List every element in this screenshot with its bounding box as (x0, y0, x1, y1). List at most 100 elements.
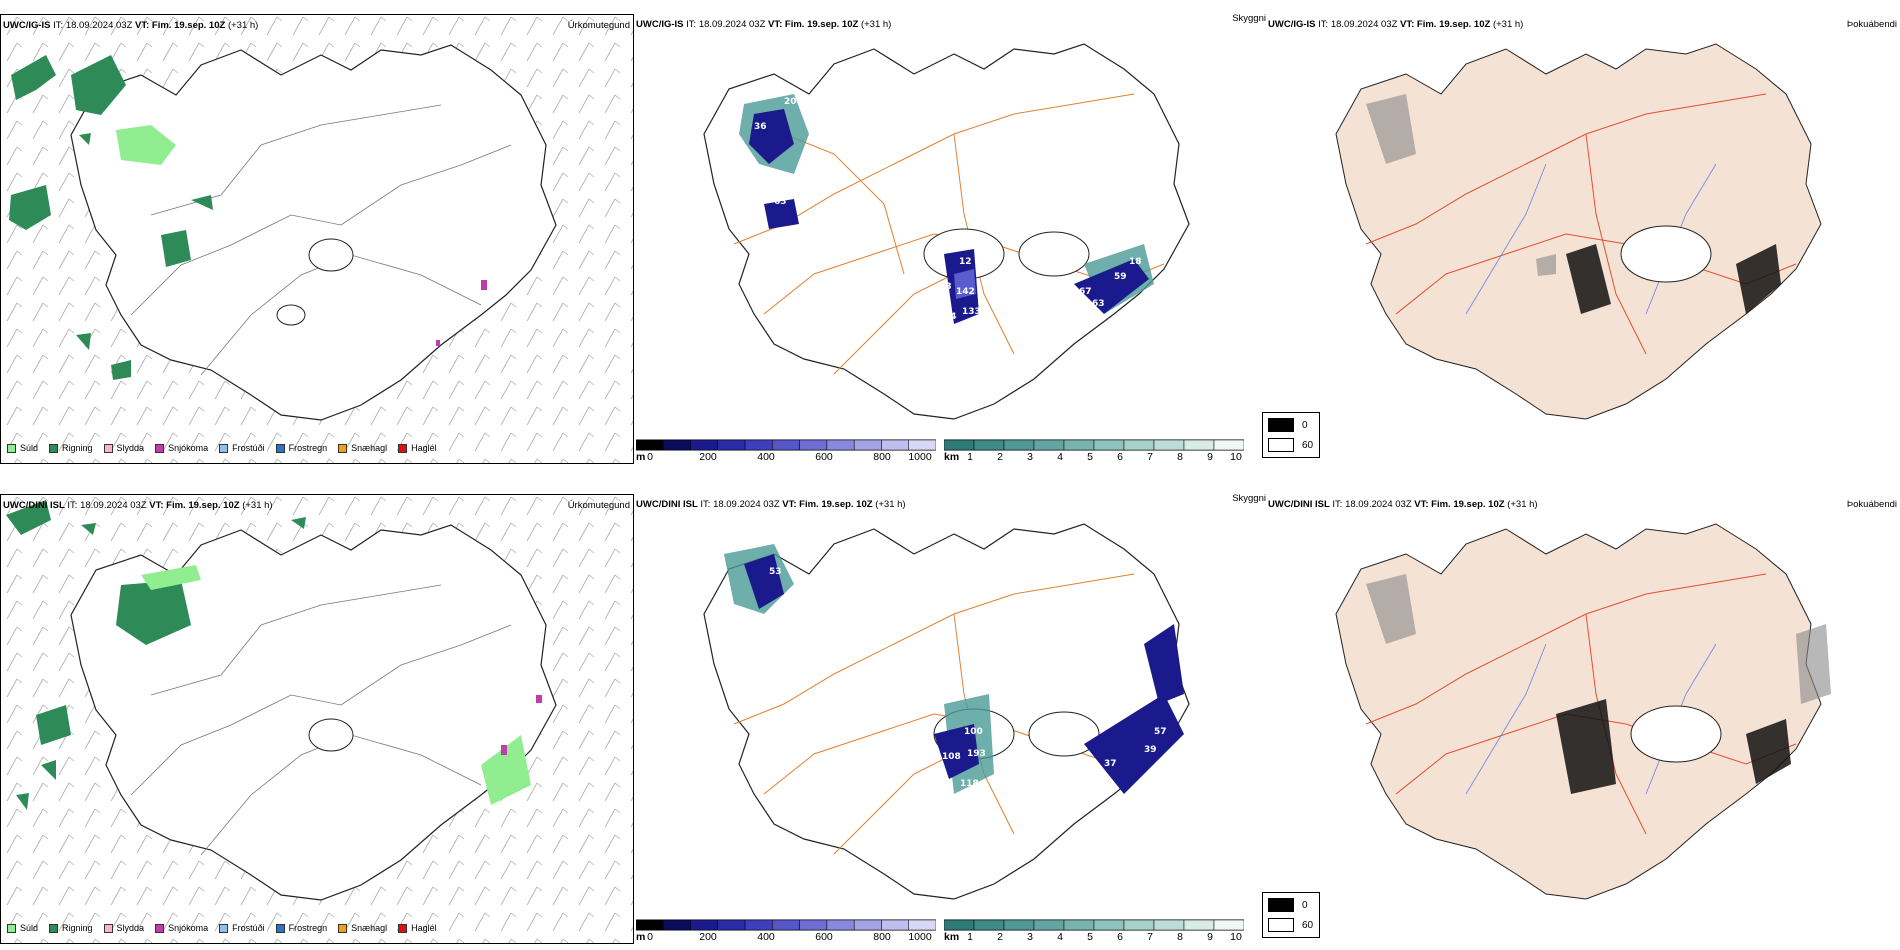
legend-item: Frostúði (219, 923, 265, 933)
colorbar-segment (744, 919, 773, 931)
colorbar-tick: 400 (757, 931, 775, 943)
it-value: 18.09.2024 03Z (713, 499, 780, 510)
legend-swatch (7, 443, 16, 453)
precip-map-row1 (1, 15, 633, 463)
colorbar-tick: 10 (1230, 931, 1242, 943)
visibility-value: 13 (784, 252, 797, 262)
colorbar-segment (1153, 439, 1185, 451)
fog-panel-row1: UWC/IG-IS IT: 18.09.2024 03Z VT: Fim. 19… (1262, 14, 1900, 464)
colorbar-tick: 600 (815, 931, 833, 943)
visibility-value: 57 (1154, 727, 1167, 737)
legend-item: Snjókoma (155, 923, 208, 933)
colorbar-segment (1123, 919, 1155, 931)
colorbar-segment (1063, 439, 1095, 451)
lead-time: (+31 h) (1507, 499, 1538, 510)
colorbar-tick: 7 (1147, 931, 1153, 943)
legend-item: Slydda (103, 443, 145, 453)
legend-item: Frostregn (275, 443, 327, 453)
colorbar-segment (944, 439, 975, 451)
colorbar-segment (1213, 439, 1244, 451)
visibility-value: 63 (774, 197, 787, 207)
legend-swatch (338, 443, 348, 453)
colorbar-tick: 6 (1117, 451, 1123, 463)
panel-header: UWC/IG-IS IT: 18.09.2024 03Z VT: Fim. 19… (1268, 19, 1523, 30)
panel-header: UWC/DINI ISL IT: 18.09.2024 03Z VT: Fim.… (636, 499, 906, 510)
visibility-colorbar-m: m 0 200 400 600 800 1000 (636, 439, 936, 463)
colorbar-tick: 2 (997, 451, 1003, 463)
colorbar-segment (826, 439, 855, 451)
visibility-value: 67 (1079, 287, 1092, 297)
vt-value: Fim. 19.sep. 10Z (166, 500, 240, 511)
precip-panel-row2: UWC/DINI ISL IT: 18.09.2024 03Z VT: Fim.… (0, 494, 634, 944)
visibility-value: 100 (964, 727, 983, 737)
colorbar-segment (663, 439, 691, 451)
colorbar-tick: 3 (1027, 931, 1033, 943)
model-name: UWC/DINI ISL (3, 500, 65, 511)
colorbar-segment (1183, 439, 1215, 451)
vt-label: VT: (1414, 499, 1429, 510)
legend-item: Rigning (49, 443, 93, 453)
colorbar-unit: km (944, 451, 960, 463)
it-value: 18.09.2024 03Z (698, 19, 766, 30)
legend-swatch (155, 443, 165, 453)
colorbar-unit: m (636, 931, 646, 943)
it-label: IT: (53, 20, 64, 31)
colorbar-tick: 1000 (908, 931, 932, 943)
colorbar-tick: 600 (815, 451, 833, 463)
legend-swatch (219, 443, 229, 453)
colorbar-gradient-km (944, 919, 1244, 931)
legend-label: Haglél (411, 923, 437, 933)
legend-label: Slydda (116, 443, 145, 453)
colorbar-segment (690, 919, 719, 931)
colorbar-segment (717, 439, 746, 451)
model-name: UWC/IG-IS (1268, 19, 1316, 30)
it-label: IT: (686, 19, 697, 30)
colorbar-tick: 200 (699, 451, 717, 463)
it-value: 18.09.2024 03Z (1345, 499, 1412, 510)
visibility-value: 71 (774, 617, 787, 627)
legend-label: Snæhagl (351, 923, 388, 933)
lead-time: (+31 h) (227, 20, 259, 31)
colorbar-segment (1093, 439, 1125, 451)
legend-label: Snjókoma (168, 443, 209, 453)
legend-swatch (103, 923, 113, 933)
legend-swatch (398, 923, 408, 933)
legend-label: Súld (20, 443, 39, 453)
lead-time: (+31 h) (242, 500, 273, 511)
it-value: 18.09.2024 03Z (80, 500, 147, 511)
colorbar-tick: 0 (647, 931, 653, 943)
precip-panel-row1: UWC/IG-IS IT: 18.09.2024 03Z VT: Fim. 19… (0, 14, 634, 464)
legend-label: Frostúði (232, 923, 265, 933)
colorbar-segment (772, 439, 800, 451)
visibility-value: 54 (944, 312, 957, 322)
precip-legend: Súld Rigning Slydda Snjókoma Frostúði Fr… (7, 443, 448, 453)
panel-type-title: Þokuábendi (1846, 19, 1897, 30)
colorbar-tick: 2 (997, 931, 1003, 943)
legend-swatch (7, 923, 16, 933)
colorbar-tick: 4 (1057, 451, 1063, 463)
visibility-value: 18 (939, 282, 952, 292)
colorbar-segment (636, 919, 664, 931)
model-name: UWC/IG-IS (3, 20, 51, 31)
legend-item: Snjókoma (155, 443, 208, 453)
colorbar-segment (799, 919, 828, 931)
visibility-value: 65 (802, 227, 815, 237)
fog-legend-row: 0 (1268, 898, 1308, 912)
colorbar-segment (1003, 439, 1035, 451)
panel-header: UWC/DINI ISL IT: 18.09.2024 03Z VT: Fim.… (3, 500, 273, 511)
visibility-value: 19 (949, 327, 962, 337)
colorbar-unit: m (636, 451, 646, 463)
colorbar-tick: 8 (1177, 451, 1183, 463)
legend-swatch (103, 443, 113, 453)
panel-header: UWC/DINI ISL IT: 18.09.2024 03Z VT: Fim.… (1268, 499, 1538, 510)
colorbar-tick: 1000 (908, 451, 932, 463)
lead-time: (+31 h) (875, 499, 906, 510)
legend-item: Haglél (398, 443, 437, 453)
panel-type-title: Úrkomutegund (567, 500, 630, 511)
colorbar-segment (826, 919, 855, 931)
panel-type-title: Skyggni (1232, 13, 1266, 24)
colorbar-tick: 7 (1147, 451, 1153, 463)
colorbar-tick: 800 (873, 451, 891, 463)
vt-label: VT: (782, 499, 797, 510)
fog-legend-swatch (1268, 898, 1294, 912)
